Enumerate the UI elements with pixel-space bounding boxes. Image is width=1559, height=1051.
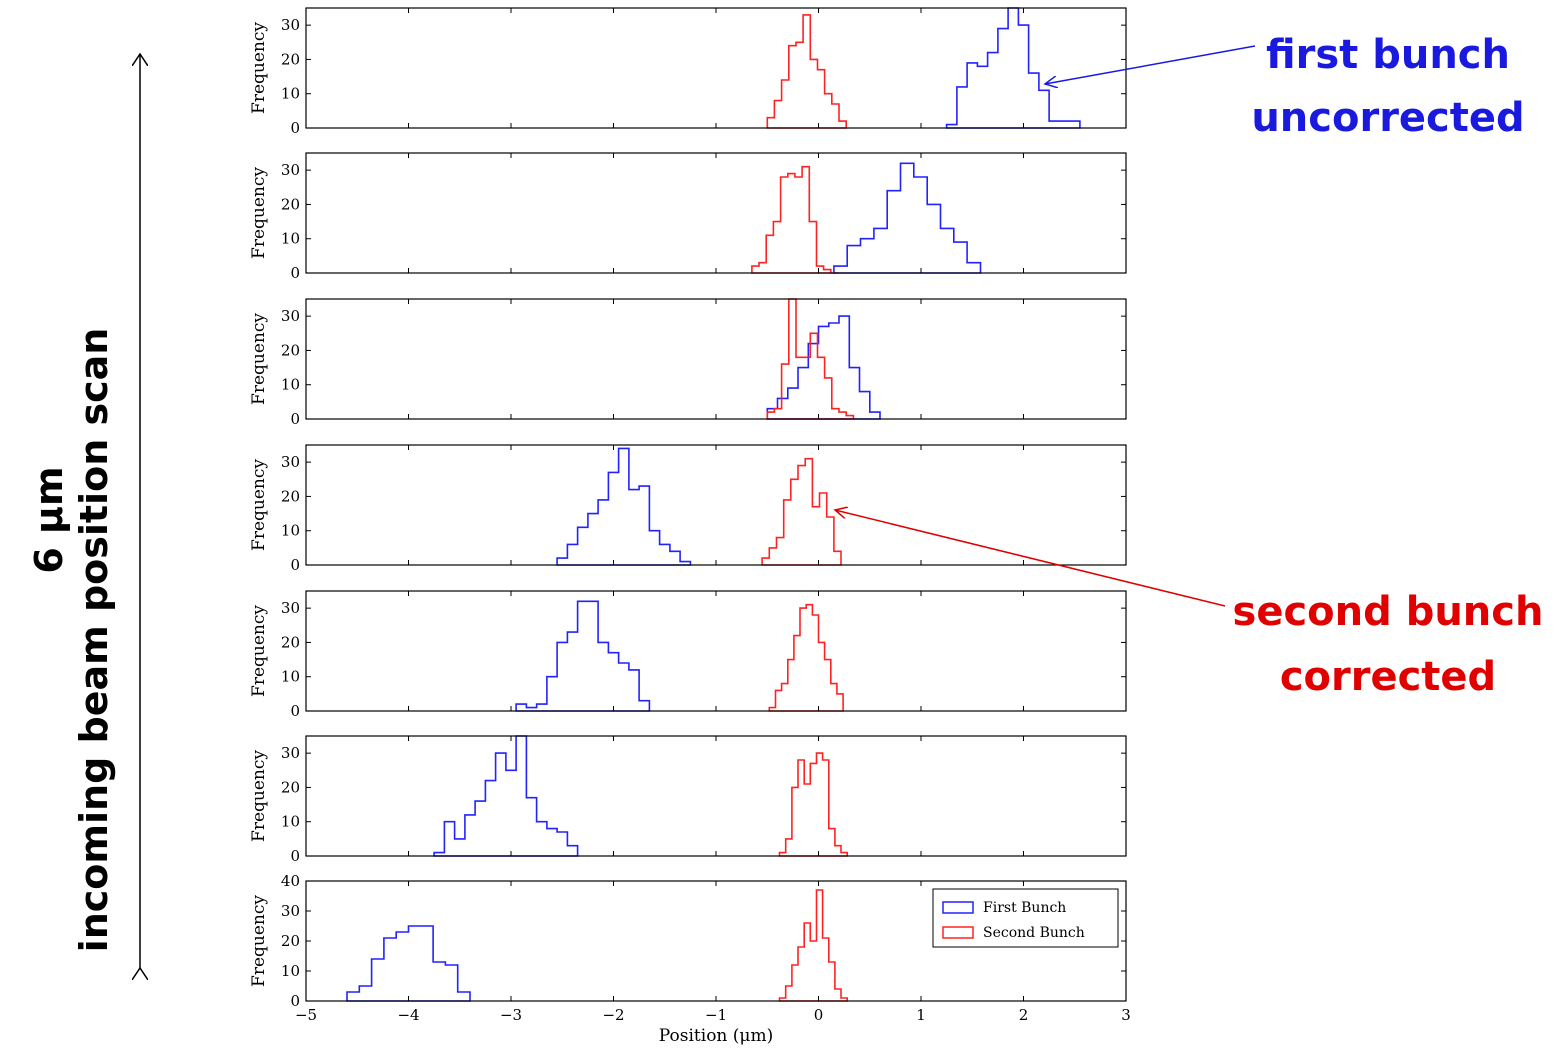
y-tick-label: 40 [281,872,300,890]
panel-frame [305,7,1127,129]
annotation-second-arrow [835,510,1226,607]
histogram-second-bunch [768,603,844,712]
y-tick-label: 20 [281,50,300,68]
histogram-second-bunch [766,298,855,420]
panel-frame [305,590,1127,712]
panel-7: 0 10 20 30 40 Frequency −5 −4 −3 −2 −1 0 1 2 3 Position… [249,872,1131,1046]
side-label-line1: 6 µm [27,466,71,573]
y-axis-label: Frequency [249,459,269,551]
histogram-first-bunch [945,7,1081,129]
histogram-first-bunch [556,447,692,566]
panel-frame [305,735,1127,857]
annotation-first-arrow [1045,45,1256,84]
x-axis-label: Position (μm) [659,1026,773,1046]
legend-entry: Second Bunch [983,925,1085,941]
x-tick-label: 1 [916,1006,926,1024]
y-tick-label: 30 [281,744,300,762]
histogram-panels: 0102030Frequency0102030Frequency0102030F… [249,7,1131,1046]
histogram-second-bunch [751,165,838,274]
y-axis-label: Frequency [249,22,269,114]
histogram-first-bunch [515,600,651,712]
y-tick-label: 30 [281,307,300,325]
y-tick-label: 20 [281,487,300,505]
x-tick-label: −1 [705,1006,727,1024]
y-tick-label: 20 [281,633,300,651]
histogram-second-bunch [761,457,842,566]
annotation-second-line1: second bunch [1233,589,1544,635]
y-axis-label: Frequency [249,895,269,987]
histogram-second-bunch [778,889,848,1002]
y-tick-label: 0 [290,847,300,865]
legend-swatch [942,901,974,914]
y-tick-label: 0 [290,119,300,137]
histogram-first-bunch [433,735,579,857]
y-tick-label: 0 [290,556,300,574]
legend-swatch [942,926,974,939]
side-label-line2: incoming beam position scan [72,328,116,953]
y-tick-label: 30 [281,902,300,920]
panel-frame [305,152,1127,274]
panel-4: 0 10 20 30 Frequency [249,444,1127,574]
panel-6: 0 10 20 30 Frequency [249,735,1127,865]
y-axis-label: Frequency [249,750,269,842]
y-tick-label: 10 [281,668,300,686]
y-tick-label: 0 [290,410,300,428]
legend-entry: First Bunch [983,900,1066,916]
panel-frame [305,298,1127,420]
x-tick-label: 0 [814,1006,824,1024]
y-tick-label: 0 [290,702,300,720]
x-tick-label: 3 [1121,1006,1131,1024]
y-axis-label: Frequency [249,167,269,259]
x-tick-label: −2 [602,1006,624,1024]
y-tick-label: 10 [281,813,300,831]
annotation-first-line1: first bunch [1266,32,1510,78]
y-axis-label: Frequency [249,605,269,697]
x-tick-label: −5 [295,1006,317,1024]
y-tick-label: 20 [281,778,300,796]
histogram-second-bunch [778,752,848,857]
y-tick-label: 10 [281,376,300,394]
y-tick-label: 10 [281,230,300,248]
y-tick-label: 30 [281,16,300,34]
y-axis-label: Frequency [249,313,269,405]
histogram-first-bunch [346,925,471,1002]
y-tick-label: 20 [281,195,300,213]
legend: First Bunch Second Bunch [932,888,1119,948]
y-tick-label: 0 [290,264,300,282]
x-tick-label: −3 [500,1006,522,1024]
histogram-second-bunch [766,14,847,129]
panel-2: 0 10 20 30 Frequency [249,152,1127,282]
histogram-first-bunch [833,162,982,274]
y-tick-label: 10 [281,522,300,540]
y-tick-label: 10 [281,962,300,980]
annotation-second-line2: corrected [1280,654,1496,700]
panel-5: 0 10 20 30 Frequency [249,590,1127,720]
y-tick-label: 30 [281,453,300,471]
y-tick-label: 0 [290,992,300,1010]
y-tick-label: 20 [281,932,300,950]
panel-1: 0 10 20 30 Frequency [249,7,1127,137]
y-tick-label: 10 [281,85,300,103]
histogram-first-bunch [766,315,881,420]
x-tick-label: −4 [397,1006,419,1024]
annotation-first-line2: uncorrected [1251,95,1524,141]
y-tick-label: 30 [281,599,300,617]
panel-frame [305,444,1127,566]
y-tick-label: 20 [281,341,300,359]
y-tick-label: 30 [281,161,300,179]
panel-3: 0 10 20 30 Frequency [249,298,1127,428]
x-tick-label: 2 [1019,1006,1029,1024]
